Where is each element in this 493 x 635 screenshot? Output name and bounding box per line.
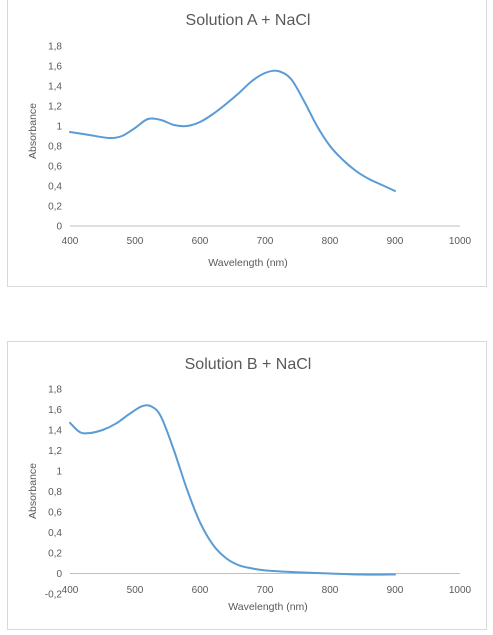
y-axis-label: Absorbance (27, 463, 39, 519)
y-tick-label: 0 (56, 569, 62, 580)
y-tick-label: 1,6 (48, 62, 62, 73)
x-tick-label: 700 (257, 236, 274, 247)
x-tick-label: 600 (192, 585, 209, 596)
y-tick-label: 1,4 (48, 82, 62, 93)
x-tick-label: 1000 (449, 585, 472, 596)
chart-title: Solution B + NaCl (185, 356, 312, 373)
x-axis-label: Wavelength (nm) (208, 257, 288, 269)
y-tick-label: 0,6 (48, 508, 62, 519)
x-tick-label: 500 (127, 236, 144, 247)
y-tick-label: 0,4 (48, 528, 62, 539)
y-tick-label: 1 (56, 467, 62, 478)
y-tick-label: 1,2 (48, 446, 62, 457)
x-tick-label: 900 (387, 236, 404, 247)
y-axis-label: Absorbance (27, 103, 39, 159)
x-axis-label: Wavelength (nm) (228, 601, 308, 613)
y-tick-label: 1,8 (48, 42, 62, 53)
absorbance-series-line (69, 69, 396, 192)
chart-solution-a: Solution A + NaCl Wavelength (nm) Absorb… (27, 12, 472, 269)
x-tick-label: 1000 (449, 236, 472, 247)
x-tick-label: 700 (257, 585, 274, 596)
y-tick-label: -0,2 (45, 590, 63, 601)
y-tick-label: 1,4 (48, 426, 62, 437)
y-tick-label: 0,2 (48, 549, 62, 560)
chart-panel-solution-b: Solution B + NaCl Wavelength (nm) Absorb… (7, 341, 487, 630)
y-tick-label: 0,4 (48, 182, 62, 193)
y-tick-label: 0,2 (48, 202, 62, 213)
chart-panel-solution-a: Solution A + NaCl Wavelength (nm) Absorb… (7, 0, 487, 287)
y-tick-label: 0,6 (48, 162, 62, 173)
x-tick-label: 400 (62, 585, 79, 596)
chart-solution-b: Solution B + NaCl Wavelength (nm) Absorb… (27, 356, 472, 613)
x-tick-label: 600 (192, 236, 209, 247)
absorbance-series-line (69, 404, 396, 576)
x-tick-label: 400 (62, 236, 79, 247)
y-tick-label: 0,8 (48, 142, 62, 153)
y-tick-label: 1,6 (48, 405, 62, 416)
y-tick-label: 1,8 (48, 385, 62, 396)
x-tick-label: 900 (387, 585, 404, 596)
x-tick-label: 800 (322, 236, 339, 247)
y-tick-label: 0,8 (48, 487, 62, 498)
x-tick-label: 800 (322, 585, 339, 596)
chart-title: Solution A + NaCl (186, 12, 311, 29)
x-tick-label: 500 (127, 585, 144, 596)
y-tick-label: 0 (56, 222, 62, 233)
y-tick-label: 1,2 (48, 102, 62, 113)
y-tick-label: 1 (56, 122, 62, 133)
